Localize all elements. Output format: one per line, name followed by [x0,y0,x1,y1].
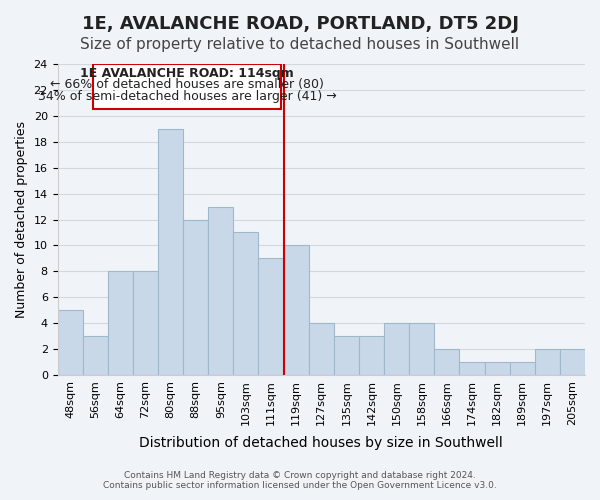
Bar [485,362,509,375]
Bar [334,336,359,375]
FancyBboxPatch shape [92,64,281,110]
Bar [233,232,259,375]
Text: 34% of semi-detached houses are larger (41) →: 34% of semi-detached houses are larger (… [38,90,336,103]
Bar [309,323,334,375]
Bar [83,336,108,375]
Bar [259,258,284,375]
Text: 1E AVALANCHE ROAD: 114sqm: 1E AVALANCHE ROAD: 114sqm [80,66,294,80]
Bar [183,220,208,375]
X-axis label: Distribution of detached houses by size in Southwell: Distribution of detached houses by size … [139,436,503,450]
Bar [133,272,158,375]
Text: ← 66% of detached houses are smaller (80): ← 66% of detached houses are smaller (80… [50,78,324,91]
Bar [359,336,384,375]
Bar [409,323,434,375]
Bar [208,206,233,375]
Bar [158,129,183,375]
Bar [284,246,309,375]
Bar [108,272,133,375]
Bar [58,310,83,375]
Bar [509,362,535,375]
Text: Contains HM Land Registry data © Crown copyright and database right 2024.
Contai: Contains HM Land Registry data © Crown c… [103,470,497,490]
Y-axis label: Number of detached properties: Number of detached properties [15,121,28,318]
Bar [560,349,585,375]
Bar [460,362,485,375]
Bar [535,349,560,375]
Bar [434,349,460,375]
Text: Size of property relative to detached houses in Southwell: Size of property relative to detached ho… [80,38,520,52]
Bar [384,323,409,375]
Text: 1E, AVALANCHE ROAD, PORTLAND, DT5 2DJ: 1E, AVALANCHE ROAD, PORTLAND, DT5 2DJ [82,15,518,33]
